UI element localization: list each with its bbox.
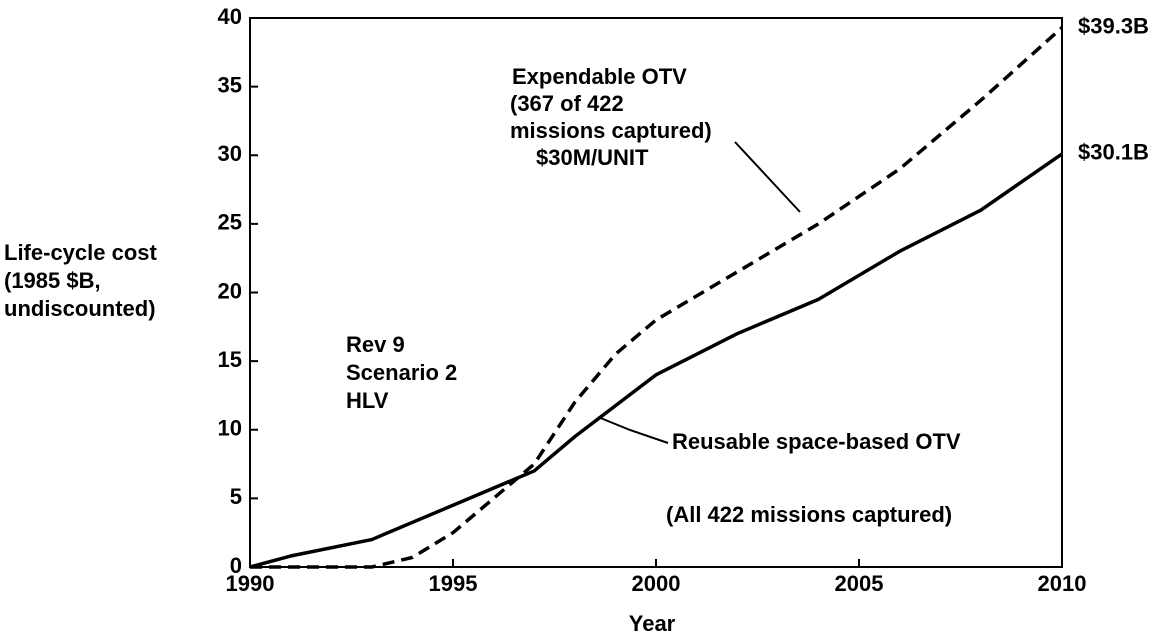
plot-frame — [249, 17, 1063, 568]
annotation: missions captured) — [510, 118, 712, 143]
x-tick-label: 1995 — [429, 571, 478, 596]
y-tick-label: 10 — [218, 416, 242, 441]
y-tick-label: 5 — [230, 484, 242, 509]
leader-line — [597, 416, 669, 444]
end-label: $30.1B — [1078, 140, 1149, 165]
x-tick-label: 2010 — [1038, 571, 1087, 596]
y-axis-label: Life-cycle cost — [4, 240, 158, 265]
series-line — [250, 26, 1064, 569]
x-tick-label: 2000 — [632, 571, 681, 596]
leader-line — [734, 141, 801, 213]
y-tick-label: 30 — [218, 141, 242, 166]
annotation: Scenario 2 — [346, 360, 457, 385]
x-tick-label: 1990 — [226, 571, 275, 596]
y-tick-label: 0 — [230, 553, 242, 578]
series-line — [249, 152, 1063, 569]
y-axis-label: (1985 $B, — [4, 268, 101, 293]
annotation: Rev 9 — [346, 332, 405, 357]
annotation: $30M/UNIT — [536, 145, 649, 170]
y-tick-label: 15 — [218, 347, 242, 372]
y-tick-label: 20 — [218, 278, 242, 303]
annotation: (All 422 missions captured) — [666, 502, 952, 527]
annotation: Expendable OTV — [512, 64, 687, 89]
y-tick-label: 35 — [218, 72, 242, 97]
y-axis-label: undiscounted) — [4, 296, 156, 321]
y-tick-label: 40 — [218, 4, 242, 29]
annotation: (367 of 422 — [510, 91, 624, 116]
annotation: HLV — [346, 388, 389, 413]
x-axis-label: Year — [629, 611, 676, 636]
end-label: $39.3B — [1078, 13, 1149, 38]
x-tick-label: 2005 — [835, 571, 884, 596]
annotation: Reusable space-based OTV — [672, 429, 961, 454]
y-tick-label: 25 — [218, 210, 242, 235]
